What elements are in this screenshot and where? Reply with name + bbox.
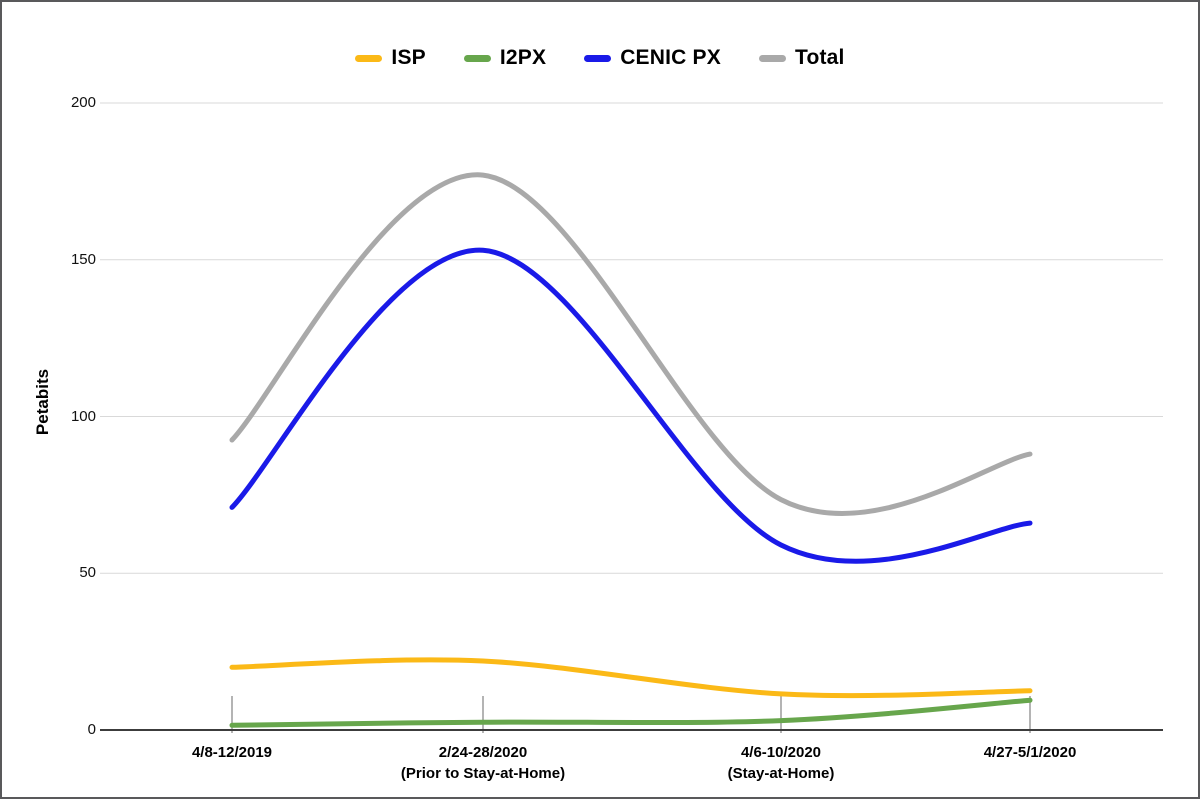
x-axis-label: 4/27-5/1/2020 bbox=[910, 742, 1150, 763]
series-line-cenic-px bbox=[229, 247, 1033, 564]
legend-item-i2px: I2PX bbox=[463, 46, 547, 70]
legend-label: CENIC PX bbox=[620, 46, 721, 69]
legend-label: I2PX bbox=[499, 46, 547, 69]
legend-label: ISP bbox=[391, 46, 426, 69]
y-axis-tick-label: 200 bbox=[70, 94, 96, 111]
x-axis-label-text: 4/27-5/1/2020 bbox=[983, 744, 1077, 761]
x-axis-label: 4/8-12/2019 bbox=[112, 742, 352, 763]
x-axis-sublabel: (Stay-at-Home) bbox=[727, 765, 835, 782]
x-axis-label-text: 4/6-10/2020 bbox=[740, 744, 822, 761]
legend-swatch-isp bbox=[355, 54, 383, 62]
legend-item-isp: ISP bbox=[355, 46, 426, 70]
x-axis-label: 2/24-28/2020 (Prior to Stay-at-Home) bbox=[363, 742, 603, 784]
x-axis-sublabel: (Prior to Stay-at-Home) bbox=[400, 765, 566, 782]
series-line-isp bbox=[229, 657, 1033, 699]
chart-legend: ISP I2PX CENIC PX Total bbox=[2, 42, 1198, 74]
legend-label: Total bbox=[794, 46, 845, 69]
y-axis-tick-label: 0 bbox=[87, 721, 96, 738]
x-axis-label-text: 2/24-28/2020 bbox=[438, 744, 528, 761]
y-axis-tick-label: 50 bbox=[79, 564, 96, 582]
legend-item-total: Total bbox=[758, 46, 845, 70]
legend-item-cenic-px: CENIC PX bbox=[584, 46, 721, 70]
y-axis-tick-label: 100 bbox=[70, 407, 96, 425]
series-line-total bbox=[229, 172, 1033, 516]
legend-swatch-total bbox=[758, 54, 786, 62]
x-axis-label-text: 4/8-12/2019 bbox=[191, 744, 273, 761]
series-line-i2px bbox=[229, 697, 1033, 728]
y-axis-tick-label: 150 bbox=[70, 250, 96, 268]
legend-swatch-i2px bbox=[463, 54, 491, 62]
legend-swatch-cenic-px bbox=[584, 54, 612, 62]
x-axis-label: 4/6-10/2020 (Stay-at-Home) bbox=[661, 742, 901, 784]
